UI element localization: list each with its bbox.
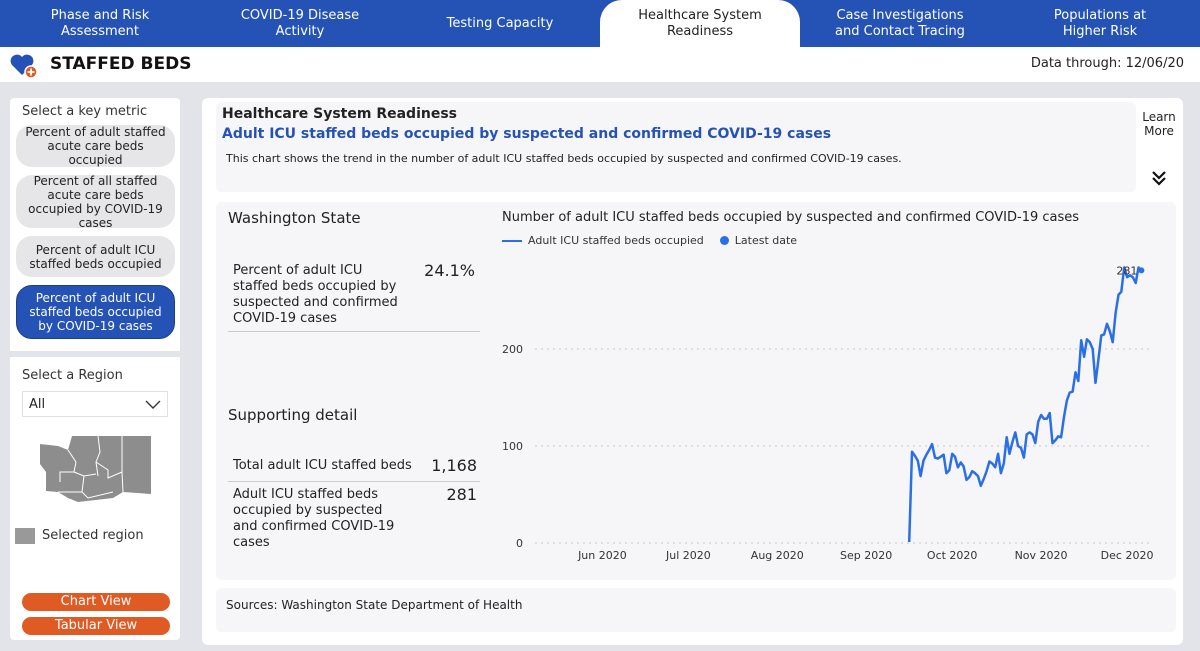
- occupied-beds-label: Adult ICU staffed beds occupied by suspe…: [233, 487, 395, 550]
- region-dropdown[interactable]: All: [22, 391, 168, 417]
- legend-line-swatch: [502, 239, 522, 242]
- total-beds-value: 1,168: [431, 456, 477, 475]
- latest-value-label: 281: [1116, 264, 1137, 277]
- metric-option[interactable]: Percent of adult staffed acute care beds…: [16, 125, 175, 167]
- sources-card: Sources: Washington State Department of …: [216, 588, 1176, 632]
- region-dropdown-value: All: [29, 397, 46, 412]
- x-tick-label: Oct 2020: [927, 549, 978, 562]
- data-through-date: Data through: 12/06/20: [1030, 56, 1184, 71]
- x-tick-label: Dec 2020: [1101, 549, 1154, 562]
- total-beds-label: Total adult ICU staffed beds: [233, 458, 412, 473]
- metric-option[interactable]: Percent of adult ICU staffed beds occupi…: [16, 236, 175, 277]
- line-chart: 0 100 200 Jun 2020 Jul 2020 Aug 2020 Sep 2020 O…: [502, 264, 1154, 562]
- top-nav: Phase and Risk Assessment COVID-19 Diseas…: [0, 0, 1200, 47]
- page-header: STAFFED BEDS Data through: 12/06/20: [0, 47, 1200, 82]
- info-card: Healthcare System Readiness Adult ICU st…: [216, 102, 1136, 192]
- divider: [228, 481, 480, 482]
- divider: [228, 331, 480, 332]
- learn-more-button[interactable]: Learn More: [1137, 102, 1181, 192]
- metric-option[interactable]: Percent of all staffed acute care beds o…: [16, 174, 175, 230]
- legend-dot-swatch: [719, 236, 729, 245]
- series-line: [907, 266, 1143, 543]
- occupied-beds-value: 281: [446, 485, 477, 504]
- metric-subtitle: Adult ICU staffed beds occupied by suspe…: [222, 126, 832, 142]
- double-chevron-down-icon: [1152, 171, 1166, 186]
- tab-4[interactable]: Case Investigations and Contact Tracing: [835, 7, 965, 39]
- y-tick-label: 100: [502, 440, 523, 453]
- latest-date-point: [1138, 267, 1145, 274]
- legend-label: Latest date: [734, 234, 798, 247]
- x-tick-label: Jun 2020: [577, 549, 627, 562]
- region-heading: Washington State: [228, 209, 361, 227]
- chart-card: [216, 202, 1176, 580]
- chart-title: Number of adult ICU staffed beds occupie…: [502, 210, 1080, 225]
- x-tick-label: Sep 2020: [840, 549, 892, 562]
- tab-2[interactable]: Testing Capacity: [446, 15, 554, 31]
- page-title: STAFFED BEDS: [50, 54, 192, 74]
- legend-label: Adult ICU staffed beds occupied: [528, 234, 704, 247]
- x-tick-label: Aug 2020: [751, 549, 804, 562]
- supporting-detail-heading: Supporting detail: [228, 406, 358, 424]
- y-tick-label: 200: [502, 343, 523, 356]
- tabular-view-button[interactable]: Tabular View: [22, 617, 170, 635]
- chart-description: This chart shows the trend in the number…: [226, 152, 902, 165]
- tab-0[interactable]: Phase and Risk Assessment: [50, 7, 150, 39]
- chevron-down-icon: [145, 400, 161, 409]
- x-tick-label: Jul 2020: [665, 549, 711, 562]
- tab-1[interactable]: COVID-19 Disease Activity: [240, 7, 360, 39]
- region-selector-label: Select a Region: [22, 368, 123, 383]
- percent-occupied-value: 24.1%: [424, 261, 475, 280]
- map-legend-label: Selected region: [42, 528, 144, 543]
- sources-text: Sources: Washington State Department of …: [226, 598, 523, 612]
- chart-legend: Adult ICU staffed beds occupied Latest d…: [502, 234, 797, 247]
- sidebar: Select a key metric Percent of adult sta…: [10, 98, 180, 640]
- percent-occupied-label: Percent of adult ICU staffed beds occupi…: [233, 263, 398, 326]
- y-tick-label: 0: [516, 537, 523, 550]
- metric-option[interactable]: Percent of adult ICU staffed beds occupi…: [16, 285, 175, 339]
- metric-selector-label: Select a key metric: [22, 104, 148, 119]
- divider: [10, 351, 180, 357]
- chart-view-button[interactable]: Chart View: [22, 593, 170, 611]
- section-heading: Healthcare System Readiness: [222, 106, 457, 122]
- washington-region-map[interactable]: [38, 432, 153, 507]
- tab-5[interactable]: Populations at Higher Risk: [1053, 7, 1147, 39]
- tab-3[interactable]: Healthcare System Readiness: [600, 0, 800, 47]
- heart-plus-icon: [10, 54, 38, 79]
- x-tick-label: Nov 2020: [1015, 549, 1068, 562]
- selected-region-swatch: [15, 528, 35, 544]
- learn-more-label: Learn More: [1142, 110, 1176, 138]
